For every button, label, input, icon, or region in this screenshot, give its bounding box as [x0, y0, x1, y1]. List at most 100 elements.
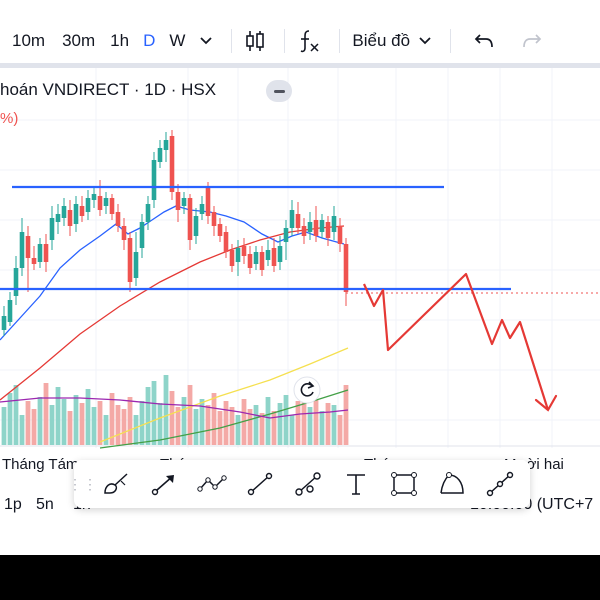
- candle-body: [97, 196, 103, 210]
- volume-bar: [163, 375, 169, 445]
- candle-body: [259, 252, 265, 270]
- volume-bar: [331, 405, 337, 445]
- volume-bar: [85, 389, 91, 445]
- candle-body: [67, 210, 73, 226]
- volume-bar: [241, 399, 247, 445]
- candle-body: [73, 204, 79, 224]
- fx-indicators-icon[interactable]: [297, 28, 321, 54]
- volume-bar: [91, 407, 97, 445]
- volume-bar: [271, 411, 277, 445]
- candle-body: [211, 212, 217, 226]
- volume-bar: [289, 415, 295, 445]
- candle-body: [319, 220, 325, 232]
- volume-bar: [97, 401, 103, 445]
- candle-body: [175, 192, 181, 210]
- text-icon[interactable]: [332, 464, 380, 504]
- redo-icon[interactable]: [521, 32, 543, 50]
- volume-bar: [55, 387, 61, 445]
- symbol-title: hoán VNDIRECT · 1D · HSX: [0, 80, 217, 99]
- candle-body: [283, 228, 289, 242]
- volume-bar: [133, 415, 139, 445]
- forecast-zigzag: [362, 272, 550, 411]
- candle-body: [289, 210, 295, 228]
- candle-body: [295, 214, 301, 228]
- volume-bar: [31, 409, 37, 445]
- line-icon[interactable]: [236, 464, 284, 504]
- polyline-icon[interactable]: [284, 464, 332, 504]
- annotations: [0, 185, 600, 412]
- arc-icon[interactable]: [428, 464, 476, 504]
- chevron-down-icon[interactable]: [199, 36, 213, 46]
- candle-body: [139, 222, 145, 248]
- candle-body: [163, 140, 169, 150]
- toolbar-divider: [231, 29, 233, 53]
- candles: [1, 130, 349, 336]
- volume-bar: [337, 415, 343, 445]
- volume-bars: [1, 375, 349, 445]
- moving-averages: [0, 205, 349, 449]
- range-1p[interactable]: 1p: [4, 496, 22, 513]
- change-percent: %): [0, 110, 19, 127]
- top-toolbar: 10m 30m 1h D W Biểu đồ: [0, 20, 600, 62]
- candle-body: [331, 216, 337, 232]
- candle-body: [43, 244, 49, 262]
- measure-icon[interactable]: [476, 464, 524, 504]
- price-chart[interactable]: Tháng TámTháTháMười hai: [0, 68, 600, 492]
- volume-bar: [187, 385, 193, 445]
- volume-bar: [211, 393, 217, 445]
- chart-type-label: Biểu đồ: [352, 31, 411, 50]
- ma-green-line: [99, 389, 349, 449]
- candle-body: [205, 188, 211, 216]
- volume-bar: [151, 381, 157, 445]
- undo-icon[interactable]: [473, 32, 495, 50]
- timeframe-d[interactable]: D: [143, 31, 156, 50]
- candle-body: [19, 232, 25, 268]
- candles-icon[interactable]: [244, 29, 266, 53]
- timeframe-30m[interactable]: 30m: [62, 31, 96, 50]
- candle-body: [265, 250, 271, 260]
- candle-body: [325, 222, 331, 238]
- candle-body: [25, 236, 31, 258]
- volume-bar: [19, 415, 25, 445]
- candle-body: [151, 160, 157, 200]
- candle-body: [79, 206, 85, 216]
- candle-body: [307, 222, 313, 232]
- ma-slow-line: [0, 225, 345, 401]
- volume-bar: [325, 403, 331, 445]
- drag-handle-icon[interactable]: ⋮⋮: [68, 475, 98, 492]
- arrow-icon[interactable]: [140, 464, 188, 504]
- volume-bar: [169, 391, 175, 445]
- volume-bar: [307, 407, 313, 445]
- reset-view-button[interactable]: [293, 376, 321, 404]
- timeframe-1h[interactable]: 1h: [110, 31, 130, 50]
- candle-body: [85, 198, 91, 212]
- volume-bar: [223, 401, 229, 445]
- candle-body: [1, 316, 7, 330]
- rectangle-icon[interactable]: [380, 464, 428, 504]
- volume-bar: [229, 407, 235, 445]
- chart-type-select[interactable]: Biểu đồ: [352, 31, 432, 51]
- toolbar-border: [0, 63, 600, 68]
- candle-body: [193, 216, 199, 236]
- toolbar-divider: [284, 29, 286, 53]
- timeframe-10m[interactable]: 10m: [12, 31, 46, 50]
- volume-bar: [43, 383, 49, 445]
- path-icon[interactable]: [188, 464, 236, 504]
- minus-icon: [273, 89, 285, 93]
- candle-body: [121, 226, 127, 240]
- volume-bar: [277, 403, 283, 445]
- chevron-down-icon: [418, 31, 432, 51]
- chart-screen: 10m 30m 1h D W Biểu đồ: [0, 0, 600, 555]
- volume-bar: [25, 401, 31, 445]
- timeframe-w[interactable]: W: [169, 31, 186, 50]
- toolbar-divider: [339, 29, 341, 53]
- collapse-legend-button[interactable]: [266, 80, 292, 102]
- candle-body: [217, 224, 223, 236]
- candle-body: [13, 268, 19, 296]
- candle-body: [187, 198, 193, 240]
- candle-body: [247, 254, 253, 268]
- range-5n[interactable]: 5n: [36, 496, 54, 513]
- brush-icon[interactable]: [92, 464, 140, 504]
- candle-body: [229, 250, 235, 266]
- candle-body: [271, 248, 277, 266]
